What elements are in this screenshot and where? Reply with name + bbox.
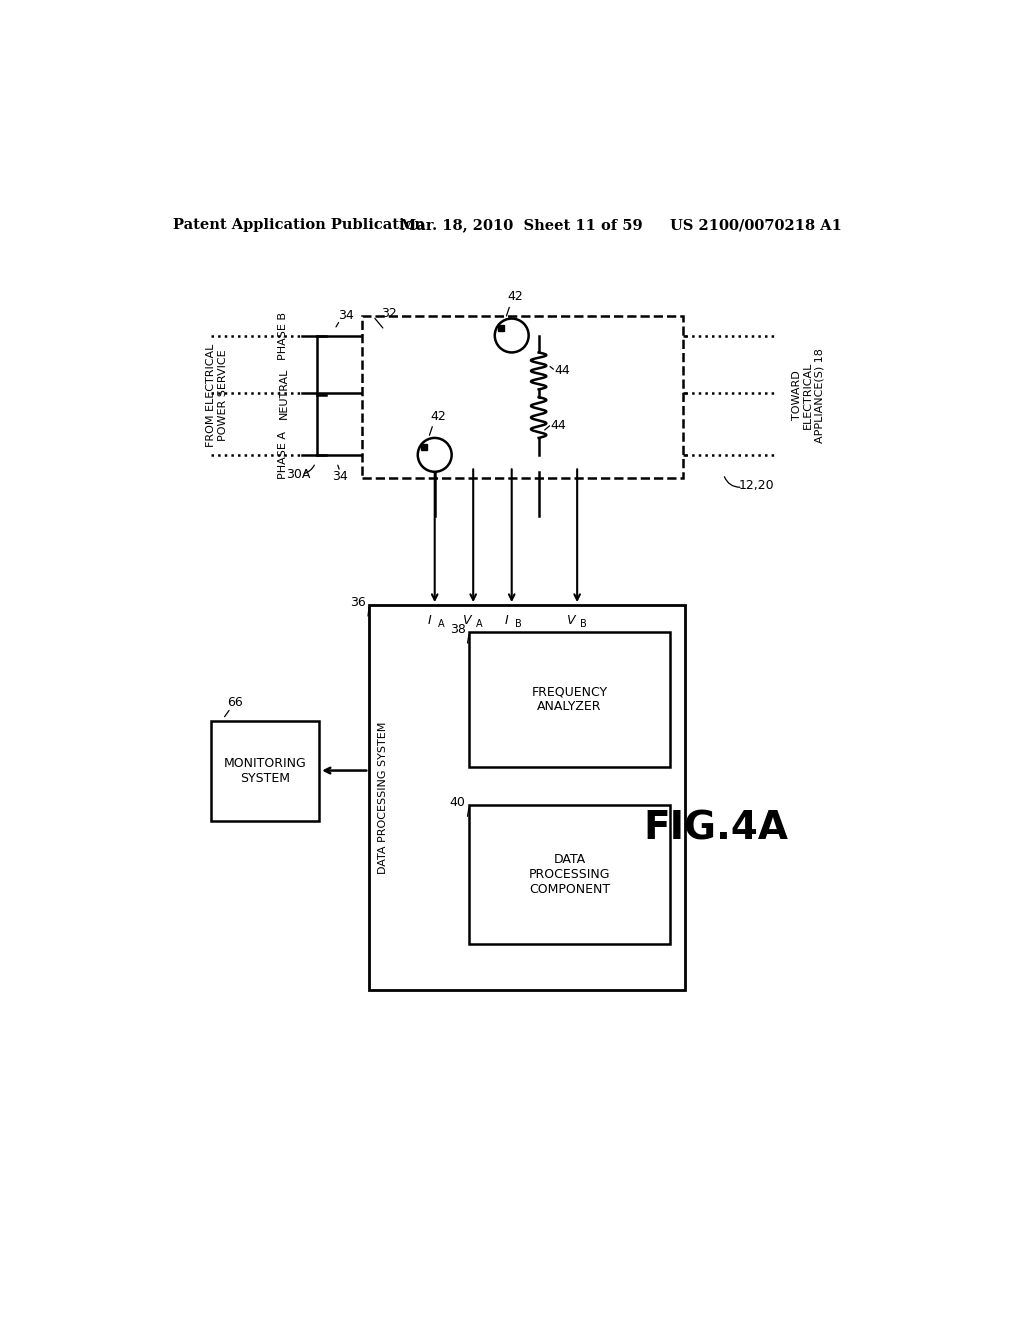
Text: 38: 38 xyxy=(450,623,466,636)
Text: NEUTRAL: NEUTRAL xyxy=(279,367,289,418)
Text: 42: 42 xyxy=(431,409,446,422)
Text: 40: 40 xyxy=(450,796,466,809)
Text: MONITORING
SYSTEM: MONITORING SYSTEM xyxy=(224,756,306,784)
Text: 42: 42 xyxy=(508,290,523,304)
Text: PHASE A: PHASE A xyxy=(279,430,289,479)
Text: 32: 32 xyxy=(381,308,396,321)
Bar xyxy=(370,605,685,990)
Text: B: B xyxy=(515,619,521,628)
Text: Patent Application Publication: Patent Application Publication xyxy=(173,218,425,232)
Text: 66: 66 xyxy=(226,696,243,709)
Bar xyxy=(211,721,319,821)
Text: FREQUENCY
ANALYZER: FREQUENCY ANALYZER xyxy=(531,685,607,713)
Text: FROM ELECTRICAL
POWER SERVICE: FROM ELECTRICAL POWER SERVICE xyxy=(206,343,227,447)
Text: US 2100/0070218 A1: US 2100/0070218 A1 xyxy=(670,218,842,232)
Text: A: A xyxy=(438,619,444,628)
Text: 44: 44 xyxy=(550,418,566,432)
Circle shape xyxy=(418,438,452,471)
Bar xyxy=(469,805,670,944)
Bar xyxy=(361,317,683,478)
Text: 30A: 30A xyxy=(287,467,310,480)
Text: I: I xyxy=(505,614,509,627)
Text: I: I xyxy=(428,614,432,627)
Text: A: A xyxy=(476,619,483,628)
Text: FIG.4A: FIG.4A xyxy=(643,809,788,847)
Text: 34: 34 xyxy=(333,470,348,483)
Circle shape xyxy=(495,318,528,352)
Text: 34: 34 xyxy=(339,309,354,322)
Text: 36: 36 xyxy=(349,595,366,609)
Text: 44: 44 xyxy=(554,363,569,376)
Text: V: V xyxy=(565,614,574,627)
Text: DATA
PROCESSING
COMPONENT: DATA PROCESSING COMPONENT xyxy=(528,853,610,896)
Text: Mar. 18, 2010  Sheet 11 of 59: Mar. 18, 2010 Sheet 11 of 59 xyxy=(400,218,643,232)
Text: TOWARD
ELECTRICAL
APPLIANCE(S) 18: TOWARD ELECTRICAL APPLIANCE(S) 18 xyxy=(792,347,824,442)
Text: 12,20: 12,20 xyxy=(739,479,774,492)
Bar xyxy=(469,632,670,767)
Text: PHASE B: PHASE B xyxy=(279,312,289,359)
Text: DATA PROCESSING SYSTEM: DATA PROCESSING SYSTEM xyxy=(378,721,388,874)
Text: B: B xyxy=(581,619,587,628)
Text: V: V xyxy=(462,614,470,627)
